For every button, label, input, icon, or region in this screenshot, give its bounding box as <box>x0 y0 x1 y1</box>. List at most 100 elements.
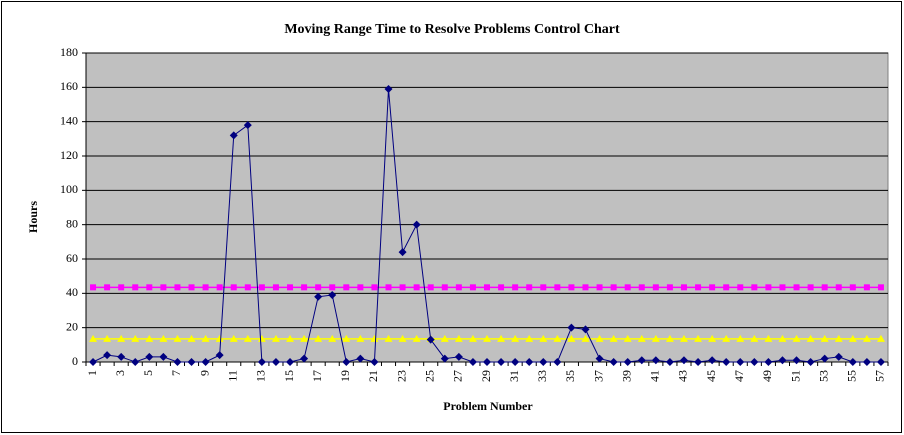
data-point <box>244 284 251 291</box>
data-point <box>680 284 687 291</box>
data-point <box>624 284 631 291</box>
data-point <box>807 284 814 291</box>
data-point <box>398 248 407 257</box>
x-tick-label: 3 <box>113 370 127 376</box>
x-tick-label: 15 <box>282 370 296 382</box>
x-tick-label: 19 <box>338 370 352 382</box>
data-point <box>385 284 392 291</box>
data-point <box>708 356 717 365</box>
data-point <box>665 358 674 366</box>
data-point <box>398 334 407 342</box>
data-point <box>863 284 870 291</box>
data-point <box>286 334 295 342</box>
data-point <box>271 358 280 366</box>
data-point <box>651 356 660 365</box>
x-tick-label: 11 <box>225 370 239 382</box>
data-point <box>498 284 505 291</box>
data-point <box>159 352 168 361</box>
data-point <box>835 284 842 291</box>
data-point <box>104 284 111 291</box>
data-point <box>484 284 490 291</box>
data-point <box>595 354 604 363</box>
data-point <box>89 358 98 366</box>
plot-area <box>85 52 889 363</box>
data-point <box>736 334 745 342</box>
data-point <box>806 358 815 366</box>
data-point <box>821 284 828 291</box>
data-point <box>708 334 717 342</box>
x-tick-label: 25 <box>422 370 436 382</box>
data-point <box>848 358 857 366</box>
data-point <box>540 284 547 291</box>
data-point <box>357 284 364 291</box>
data-point <box>454 352 463 361</box>
data-point <box>257 334 266 342</box>
data-point <box>201 358 210 366</box>
data-point <box>497 334 506 342</box>
data-point <box>342 334 351 342</box>
data-point <box>454 334 463 342</box>
data-point <box>90 284 97 291</box>
data-point <box>694 334 703 342</box>
x-tick-label: 23 <box>394 370 408 382</box>
data-point <box>483 334 491 342</box>
x-tick-label: 13 <box>254 370 268 382</box>
data-point <box>301 284 308 291</box>
data-point <box>413 284 420 291</box>
data-point <box>89 334 98 342</box>
data-point <box>568 284 575 291</box>
data-point <box>750 358 759 366</box>
y-tick-label: 40 <box>66 285 78 299</box>
data-point <box>553 358 562 366</box>
data-point <box>695 284 702 291</box>
data-point <box>483 358 491 366</box>
data-point <box>652 284 659 291</box>
data-point <box>876 334 885 342</box>
data-point <box>469 284 476 291</box>
data-point <box>468 358 477 366</box>
data-point <box>834 334 843 342</box>
x-tick-label: 17 <box>310 370 324 382</box>
data-point <box>651 334 660 342</box>
data-point <box>370 334 379 342</box>
data-point <box>623 334 632 342</box>
x-tick-label: 55 <box>845 370 859 382</box>
data-point <box>216 284 223 291</box>
data-point <box>737 284 744 291</box>
data-point <box>779 284 786 291</box>
data-point <box>764 334 773 342</box>
data-point <box>778 334 787 342</box>
x-tick-label: 41 <box>648 370 662 382</box>
data-point <box>173 334 182 342</box>
data-point <box>243 334 252 342</box>
data-point <box>117 334 126 342</box>
data-point <box>187 358 196 366</box>
x-tick-label: 33 <box>535 370 549 382</box>
data-point <box>287 284 294 291</box>
data-point <box>160 284 167 291</box>
data-point <box>554 284 561 291</box>
data-point <box>384 334 393 342</box>
data-point <box>399 284 406 291</box>
data-point <box>201 334 210 342</box>
data-point <box>553 334 562 342</box>
data-point <box>300 354 309 363</box>
y-tick-label: 120 <box>60 148 78 162</box>
data-point <box>468 334 477 342</box>
data-point <box>229 131 238 140</box>
data-point <box>596 284 603 291</box>
data-point <box>440 354 449 363</box>
y-tick-label: 100 <box>60 182 78 196</box>
x-tick-label: 37 <box>591 370 605 382</box>
data-point <box>215 334 224 342</box>
y-axis-label: Hours <box>26 201 40 233</box>
data-point <box>230 284 237 291</box>
data-point <box>412 220 421 229</box>
data-point <box>412 334 421 342</box>
data-point <box>131 358 140 366</box>
data-point <box>315 284 322 291</box>
data-point <box>356 334 365 342</box>
data-point <box>526 284 533 291</box>
data-point <box>694 358 703 366</box>
data-point <box>751 284 758 291</box>
